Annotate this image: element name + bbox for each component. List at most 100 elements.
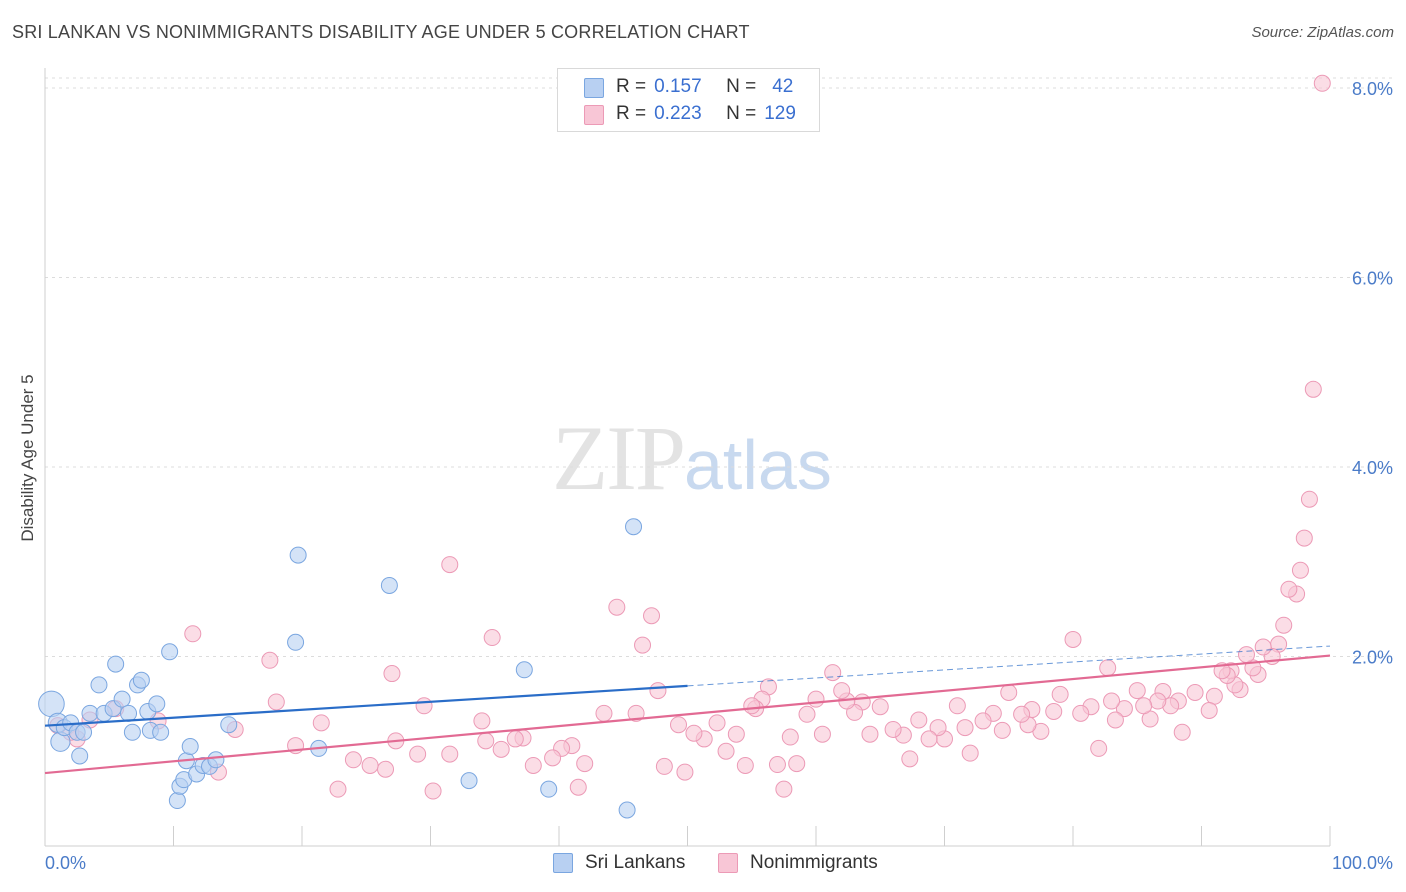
sri-lankans-point <box>289 546 307 564</box>
nonimmigrants-point <box>1173 723 1191 741</box>
sri-lankans-point <box>161 643 179 661</box>
sri-lankans-point <box>75 723 93 741</box>
sri-lankans-trend-extension <box>687 645 1331 687</box>
sri-lankans-point <box>38 690 65 718</box>
sri-lankans-point <box>540 780 558 798</box>
nonimmigrants-point <box>1313 74 1331 92</box>
nonimmigrants-point <box>1200 702 1218 720</box>
nonimmigrants-point <box>649 682 667 700</box>
nonimmigrants-point <box>1280 580 1298 598</box>
sri-lankans-points <box>38 518 643 819</box>
nonimmigrants-point <box>1000 684 1018 702</box>
nonimmigrants-point <box>884 720 902 738</box>
nonimmigrants-point <box>1149 692 1167 710</box>
legend-r-label: R = <box>616 76 647 97</box>
nonimmigrants-point <box>948 697 966 715</box>
sri-lankans-trend-line <box>44 684 688 727</box>
nonimmigrants-point <box>670 716 688 734</box>
source-label: Source: ZipAtlas.com <box>1251 24 1394 41</box>
nonimmigrants-point <box>477 732 495 750</box>
legend-r-label: R = <box>616 103 647 124</box>
nonimmigrants-point <box>1090 739 1108 757</box>
nonimmigrants-point <box>1051 685 1069 703</box>
x-tick-label-min: 0.0% <box>45 853 86 873</box>
nonimmigrants-point <box>861 725 879 743</box>
sri-lankans-point <box>120 704 138 722</box>
nonimmigrants-point <box>1295 529 1313 547</box>
nonimmigrants-point <box>329 780 347 798</box>
legend-item-sri-lankans: Sri Lankans <box>553 852 685 874</box>
nonimmigrants-point <box>993 721 1011 739</box>
watermark: ZIPatlas <box>552 405 832 511</box>
legend-n-value: 42 <box>772 76 794 97</box>
tick-labels: 2.0% 4.0% 6.0% 8.0% 0.0% 100.0% <box>45 79 1393 873</box>
trend-lines <box>44 645 1331 775</box>
grid-lines <box>45 77 1394 657</box>
nonimmigrants-point <box>569 778 587 796</box>
nonimmigrants-point <box>1254 638 1272 656</box>
legend-swatch-sri <box>584 78 604 98</box>
sri-lankans-point <box>618 801 636 819</box>
nonimmigrants-point <box>1115 700 1133 718</box>
nonimmigrants-point <box>655 757 673 775</box>
nonimmigrants-point <box>576 755 594 773</box>
legend-swatch-sri-lankans <box>553 853 573 873</box>
legend-swatch-nonimmigrants <box>718 853 738 873</box>
stats-legend: R = 0.157 N = 42 R = 0.223 N = 129 <box>557 68 820 132</box>
sri-lankans-point <box>152 723 170 741</box>
nonimmigrants-point <box>871 698 889 716</box>
nonimmigrants-point <box>1103 692 1121 710</box>
nonimmigrants-point <box>685 724 703 742</box>
nonimmigrants-point <box>1186 684 1204 702</box>
nonimmigrants-point <box>409 745 427 763</box>
legend-swatch-non <box>584 105 604 125</box>
nonimmigrants-point <box>1045 702 1063 720</box>
sri-lankans-point <box>380 576 398 594</box>
sri-lankans-point <box>148 695 166 713</box>
nonimmigrants-point <box>1135 697 1153 715</box>
nonimmigrants-point <box>743 697 761 715</box>
nonimmigrants-point <box>344 751 362 769</box>
sri-lankans-point <box>625 518 643 536</box>
legend-label-sri-lankans: Sri Lankans <box>585 852 686 873</box>
nonimmigrants-point <box>708 714 726 732</box>
nonimmigrants-point <box>608 598 626 616</box>
nonimmigrants-point <box>595 704 613 722</box>
nonimmigrants-point <box>833 682 851 700</box>
nonimmigrants-point <box>1205 687 1223 705</box>
nonimmigrants-point <box>775 780 793 798</box>
nonimmigrants-point <box>1128 682 1146 700</box>
sri-lankans-point <box>113 690 131 708</box>
legend-item-nonimmigrants: Nonimmigrants <box>718 852 878 874</box>
nonimmigrants-point <box>1300 490 1318 508</box>
nonimmigrants-point <box>974 712 992 730</box>
legend-row-non: R = 0.223 N = 129 <box>616 101 796 127</box>
nonimmigrants-point <box>788 755 806 773</box>
nonimmigrants-point <box>920 730 938 748</box>
legend-label-nonimmigrants: Nonimmigrants <box>750 852 878 873</box>
nonimmigrants-point <box>267 693 285 711</box>
sri-lankans-point <box>168 792 186 810</box>
nonimmigrants-point <box>1072 704 1090 722</box>
y-tick-label: 6.0% <box>1352 269 1393 289</box>
y-tick-label: 2.0% <box>1352 648 1393 668</box>
sri-lankans-point <box>287 633 305 651</box>
nonimmigrants-points <box>49 74 1331 800</box>
nonimmigrants-point <box>1099 659 1117 677</box>
nonimmigrants-point <box>312 714 330 732</box>
legend-n-value: 129 <box>764 103 796 124</box>
nonimmigrants-point <box>441 556 459 574</box>
x-tick-label-max: 100.0% <box>1332 853 1393 873</box>
chart-title: SRI LANKAN VS NONIMMIGRANTS DISABILITY A… <box>12 22 750 42</box>
nonimmigrants-point <box>643 607 661 625</box>
nonimmigrants-point <box>1275 616 1293 634</box>
nonimmigrants-point <box>824 664 842 682</box>
nonimmigrants-point <box>807 690 825 708</box>
sri-lankans-point <box>90 676 108 694</box>
nonimmigrants-point <box>441 745 459 763</box>
y-tick-label: 4.0% <box>1352 458 1393 478</box>
nonimmigrants-point <box>377 760 395 778</box>
nonimmigrants-point <box>929 719 947 737</box>
legend-r-value: 0.223 <box>654 103 702 124</box>
